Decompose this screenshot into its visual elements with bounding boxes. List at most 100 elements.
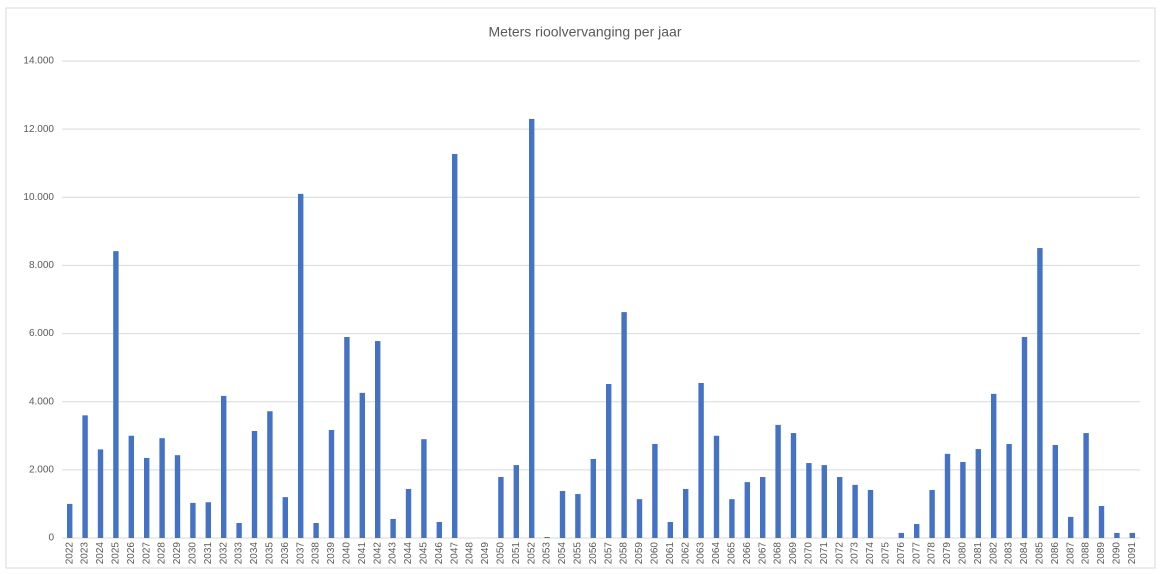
x-tick-label: 2039 bbox=[326, 542, 337, 565]
x-tick-label: 2044 bbox=[403, 542, 414, 565]
bar bbox=[113, 251, 119, 538]
x-tick-label: 2037 bbox=[295, 542, 306, 565]
x-tick-label: 2027 bbox=[141, 542, 152, 565]
bar bbox=[328, 429, 335, 538]
bar bbox=[606, 383, 612, 538]
x-tick-label: 2062 bbox=[680, 542, 691, 565]
x-tick-label: 2073 bbox=[850, 542, 861, 565]
x-tick-label: 2033 bbox=[234, 542, 245, 565]
bar bbox=[1114, 532, 1120, 538]
x-tick-label: 2034 bbox=[249, 542, 260, 565]
bar bbox=[667, 521, 673, 538]
x-tick-label: 2074 bbox=[865, 542, 876, 565]
bar bbox=[298, 193, 304, 538]
chart-title: Meters rioolvervanging per jaar bbox=[489, 24, 682, 40]
bar bbox=[790, 433, 797, 538]
x-tick-label: 2091 bbox=[1127, 542, 1138, 565]
x-tick-label: 2075 bbox=[881, 542, 892, 565]
x-tick-label: 2038 bbox=[311, 542, 322, 565]
x-tick-label: 2061 bbox=[665, 542, 676, 565]
bar bbox=[652, 443, 658, 538]
bar bbox=[421, 439, 427, 538]
x-tick-label: 2077 bbox=[911, 542, 922, 565]
bar bbox=[236, 523, 242, 538]
bar bbox=[944, 453, 951, 538]
x-tick-label: 2042 bbox=[372, 542, 383, 565]
x-tick-label: 2058 bbox=[619, 542, 630, 565]
x-tick-label: 2022 bbox=[64, 542, 75, 565]
x-tick-label: 2081 bbox=[973, 542, 984, 565]
bar bbox=[1129, 532, 1135, 538]
x-tick-label: 2064 bbox=[711, 542, 722, 565]
bar bbox=[405, 488, 412, 538]
bar bbox=[82, 415, 88, 538]
bar bbox=[251, 431, 258, 538]
x-tick-label: 2049 bbox=[480, 542, 491, 565]
bar bbox=[1083, 433, 1089, 538]
x-tick-label: 2090 bbox=[1112, 542, 1123, 565]
bar bbox=[852, 484, 858, 538]
bar bbox=[775, 424, 781, 538]
bar bbox=[190, 502, 196, 538]
y-tick-label: 6.000 bbox=[29, 328, 54, 339]
bar bbox=[144, 457, 150, 538]
y-tick-label: 2.000 bbox=[29, 464, 54, 475]
bar bbox=[128, 435, 134, 538]
y-tick-label: 12.000 bbox=[23, 124, 54, 135]
bar bbox=[914, 524, 920, 538]
bar bbox=[344, 336, 350, 538]
x-tick-label: 2028 bbox=[157, 542, 168, 565]
bar bbox=[713, 435, 720, 538]
x-tick-label: 2046 bbox=[434, 542, 445, 565]
bar bbox=[159, 438, 165, 538]
bar bbox=[1021, 336, 1028, 538]
bar bbox=[683, 488, 689, 538]
x-tick-label: 2047 bbox=[449, 542, 460, 565]
bar bbox=[452, 154, 458, 538]
bar bbox=[621, 312, 627, 538]
bar bbox=[1037, 248, 1043, 539]
bar bbox=[760, 477, 766, 538]
x-tick-label: 2023 bbox=[80, 542, 91, 565]
bar bbox=[544, 536, 550, 538]
bar bbox=[590, 458, 596, 538]
x-tick-label: 2036 bbox=[280, 542, 291, 565]
bar bbox=[744, 482, 750, 538]
x-tick-label: 2080 bbox=[958, 542, 969, 565]
y-tick-label: 8.000 bbox=[29, 260, 54, 271]
x-tick-label: 2026 bbox=[126, 542, 137, 565]
x-tick-label: 2072 bbox=[834, 542, 845, 565]
x-tick-label: 2051 bbox=[511, 542, 522, 565]
x-tick-label: 2082 bbox=[988, 542, 999, 565]
x-tick-label: 2067 bbox=[757, 542, 768, 565]
x-tick-label: 2087 bbox=[1065, 542, 1076, 565]
bar bbox=[559, 490, 566, 538]
bar bbox=[97, 449, 104, 538]
bar bbox=[390, 518, 396, 538]
bar bbox=[375, 341, 381, 538]
bar bbox=[575, 494, 581, 538]
bar bbox=[282, 497, 288, 538]
x-tick-label: 2056 bbox=[588, 542, 599, 565]
x-tick-label: 2030 bbox=[188, 542, 199, 565]
bar bbox=[513, 465, 519, 538]
bar bbox=[837, 477, 843, 538]
x-tick-label: 2089 bbox=[1096, 542, 1107, 565]
x-tick-label: 2063 bbox=[696, 542, 707, 565]
y-tick-label: 10.000 bbox=[23, 192, 54, 203]
x-tick-label: 2065 bbox=[727, 542, 738, 565]
x-tick-label: 2040 bbox=[342, 542, 353, 565]
x-tick-label: 2043 bbox=[388, 542, 399, 565]
bar bbox=[221, 395, 227, 538]
bar bbox=[67, 503, 73, 538]
x-tick-label: 2071 bbox=[819, 542, 830, 565]
x-tick-label: 2054 bbox=[557, 542, 568, 565]
x-tick-label: 2031 bbox=[203, 542, 214, 565]
bar bbox=[174, 455, 181, 538]
bar bbox=[929, 489, 935, 538]
bar bbox=[529, 118, 535, 539]
x-tick-label: 2029 bbox=[172, 542, 183, 565]
x-tick-label: 2084 bbox=[1019, 542, 1030, 565]
x-tick-label: 2035 bbox=[265, 542, 276, 565]
